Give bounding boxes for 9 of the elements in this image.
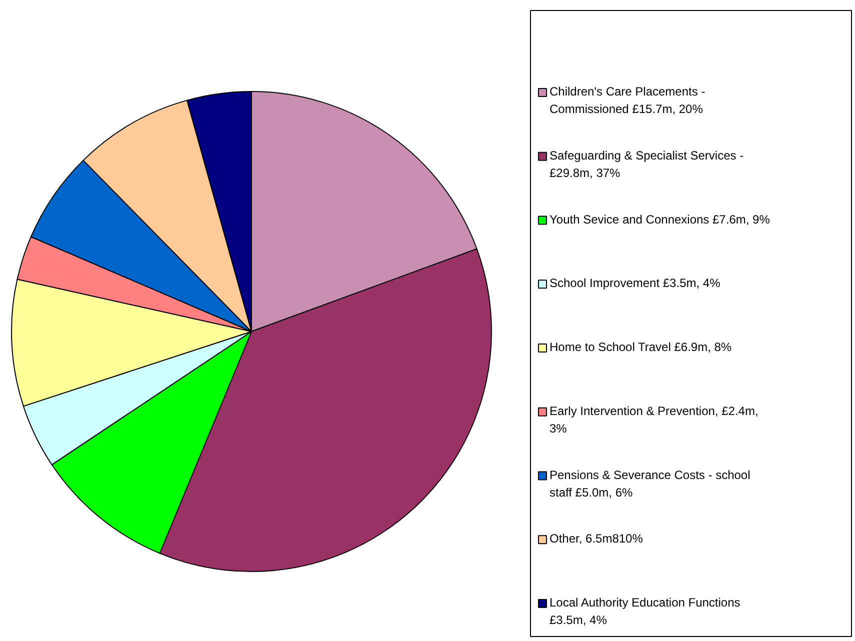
legend-label: Youth Sevice and Connexions £7.6m, 9% [550,212,770,226]
legend-label: Pensions & Severance Costs - school staff £5.0m, 6% [550,468,750,500]
legend-label: Local Authority Education Functions £3.5m, 4% [550,596,740,627]
legend-label: Early Intervention & Prevention, £2.4m, 3% [550,404,758,436]
legend-label: Safeguarding & Specialist Services - £29.8m, 37% [550,148,744,180]
legend-label: School Improvement £3.5m, 4% [550,276,721,290]
legend-label: Other, 6.5m810% [550,532,644,546]
legend-label: Children's Care Placements - Commissioned £15.7m, 20% [550,84,706,116]
legend-label: Home to School Travel £6.9m, 8% [550,340,732,354]
